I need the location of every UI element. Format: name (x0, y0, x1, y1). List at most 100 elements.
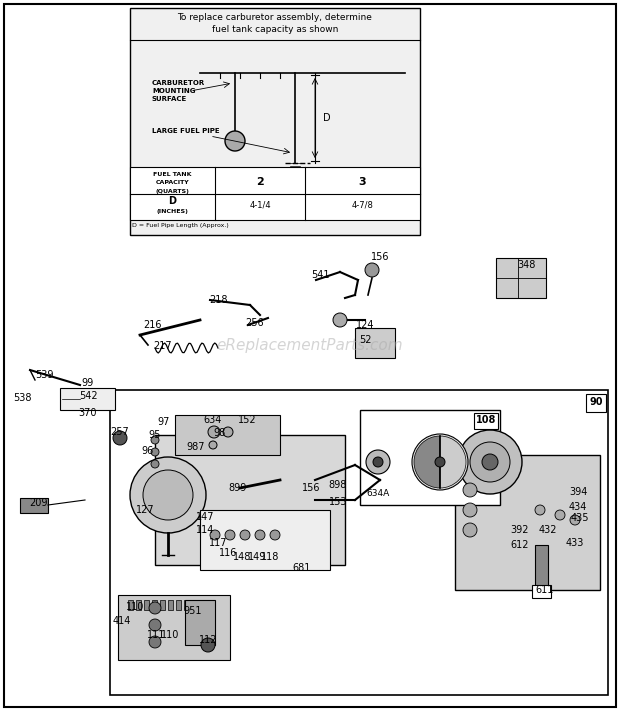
Circle shape (149, 636, 161, 648)
Text: D: D (323, 113, 330, 123)
Text: 4-1/4: 4-1/4 (249, 201, 271, 210)
Bar (130, 167, 420, 220)
Text: FUEL TANK: FUEL TANK (153, 173, 192, 178)
Circle shape (365, 263, 379, 277)
Circle shape (201, 638, 215, 652)
Text: 538: 538 (13, 393, 31, 403)
Circle shape (240, 530, 250, 540)
Circle shape (130, 457, 206, 533)
Bar (355, 328, 395, 358)
Text: D: D (169, 196, 177, 206)
Text: 156: 156 (302, 483, 321, 493)
Text: 681: 681 (293, 563, 311, 573)
Text: CAPACITY: CAPACITY (156, 181, 189, 186)
Circle shape (270, 530, 280, 540)
Bar (130, 8, 420, 235)
Bar (110, 390, 608, 695)
Text: 899: 899 (229, 483, 247, 493)
Text: SURFACE: SURFACE (152, 96, 187, 102)
Circle shape (482, 454, 498, 470)
Text: 99: 99 (82, 378, 94, 388)
Circle shape (223, 427, 233, 437)
Bar (532, 585, 551, 598)
Circle shape (555, 510, 565, 520)
Text: 149: 149 (248, 552, 266, 562)
Circle shape (412, 434, 468, 490)
Text: 217: 217 (154, 341, 172, 351)
Text: 414: 414 (113, 616, 131, 626)
Text: 392: 392 (511, 525, 529, 535)
Text: 951: 951 (184, 606, 202, 616)
Circle shape (143, 470, 193, 520)
Text: 433: 433 (566, 538, 584, 548)
Circle shape (373, 457, 383, 467)
Bar (200, 510, 330, 570)
Bar (535, 545, 548, 590)
Text: 127: 127 (136, 505, 154, 515)
Text: MOUNTING: MOUNTING (152, 88, 195, 94)
Bar (60, 388, 115, 410)
Bar (184, 600, 189, 610)
Wedge shape (414, 436, 440, 488)
Text: 95: 95 (149, 430, 161, 440)
Text: 96: 96 (142, 446, 154, 456)
Circle shape (255, 530, 265, 540)
Bar (160, 600, 165, 610)
Circle shape (366, 450, 390, 474)
Circle shape (463, 503, 477, 517)
Circle shape (463, 483, 477, 497)
Text: 256: 256 (246, 318, 264, 328)
Text: 348: 348 (518, 260, 536, 270)
Circle shape (435, 457, 445, 467)
Text: 116: 116 (219, 548, 237, 558)
Bar (192, 600, 197, 610)
Bar (136, 600, 141, 610)
Circle shape (463, 523, 477, 537)
Text: 114: 114 (196, 525, 214, 535)
Text: 90: 90 (589, 397, 603, 407)
Text: 542: 542 (79, 391, 97, 401)
Text: 634: 634 (204, 415, 222, 425)
Circle shape (151, 448, 159, 456)
Bar (175, 415, 280, 455)
Text: 97: 97 (158, 417, 170, 427)
Bar (586, 394, 606, 412)
Circle shape (151, 436, 159, 444)
Circle shape (225, 530, 235, 540)
Text: 216: 216 (143, 320, 161, 330)
Text: (INCHES): (INCHES) (157, 209, 188, 214)
Text: 611: 611 (536, 585, 554, 595)
Circle shape (470, 442, 510, 482)
Bar (155, 435, 345, 565)
Text: 98: 98 (214, 428, 226, 438)
Circle shape (210, 530, 220, 540)
Text: 394: 394 (569, 487, 587, 497)
Bar (496, 258, 546, 298)
Circle shape (149, 602, 161, 614)
Bar (20, 498, 48, 513)
Text: 612: 612 (511, 540, 529, 550)
Text: 209: 209 (29, 498, 47, 508)
Text: CARBURETOR: CARBURETOR (152, 80, 205, 86)
Text: 52: 52 (359, 335, 371, 345)
Text: 110: 110 (161, 630, 179, 640)
Text: 432: 432 (539, 525, 557, 535)
Text: 539: 539 (35, 370, 53, 380)
Text: 257: 257 (110, 427, 130, 437)
Text: 2: 2 (256, 177, 264, 187)
Text: 148: 148 (233, 552, 251, 562)
Text: 124: 124 (356, 320, 374, 330)
Text: 118: 118 (261, 552, 279, 562)
Circle shape (333, 313, 347, 327)
Text: 218: 218 (209, 295, 228, 305)
Text: 110: 110 (126, 602, 144, 612)
Text: LARGE FUEL PIPE: LARGE FUEL PIPE (152, 128, 219, 134)
Text: 112: 112 (199, 635, 217, 645)
Circle shape (535, 505, 545, 515)
Bar (185, 600, 215, 645)
Text: 156: 156 (371, 252, 389, 262)
Text: fuel tank capacity as shown: fuel tank capacity as shown (212, 26, 338, 35)
Circle shape (458, 430, 522, 494)
Circle shape (113, 431, 127, 445)
Text: 153: 153 (329, 497, 347, 507)
